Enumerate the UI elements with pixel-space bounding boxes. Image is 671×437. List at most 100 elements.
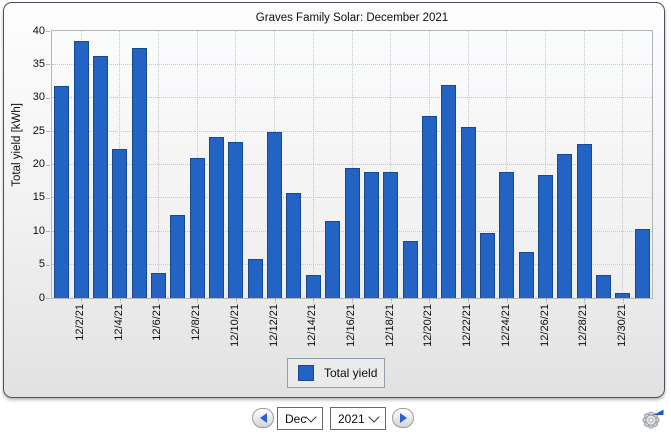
chart-title: Graves Family Solar: December 2021 (255, 12, 449, 24)
bar-12/4/21 (112, 149, 128, 298)
y-tick-label: 0 (38, 291, 45, 304)
bar-12/19/21 (402, 241, 418, 298)
x-tick-label: 12/14/21 (306, 304, 319, 347)
gridline-vertical (312, 31, 314, 298)
y-tick-label: 35 (32, 57, 45, 70)
next-month-button[interactable] (392, 408, 414, 428)
bar-12/14/21 (305, 275, 321, 298)
y-tick-label: 25 (32, 124, 45, 137)
chevron-down-icon (305, 410, 317, 423)
x-tick-mark (81, 299, 83, 303)
x-tick-mark (119, 299, 121, 303)
bar-12/25/21 (518, 252, 534, 298)
bar-12/22/21 (460, 127, 476, 298)
x-tick-mark (274, 299, 276, 303)
x-tick-label: 12/2/21 (74, 304, 87, 341)
x-tick-mark (584, 299, 586, 303)
x-tick-mark (197, 299, 199, 303)
bar-12/12/21 (267, 132, 283, 298)
gridline-vertical (622, 31, 624, 298)
x-tick-mark (158, 299, 160, 303)
x-tick-mark (468, 299, 470, 303)
y-tick-label: 40 (32, 24, 45, 37)
bar-12/9/21 (209, 137, 225, 298)
x-tick-label: 12/28/21 (577, 304, 590, 347)
arrow-left-icon (259, 413, 267, 423)
gridline-vertical (545, 31, 547, 298)
bar-12/15/21 (325, 221, 341, 298)
year-select-value: 2021 (338, 411, 365, 426)
gridline-vertical (351, 31, 353, 298)
y-tick-mark (46, 64, 50, 66)
bar-12/13/21 (286, 193, 302, 298)
x-tick-label: 12/6/21 (151, 304, 164, 341)
gridline-vertical (157, 31, 159, 298)
year-select[interactable]: 2021 (330, 407, 386, 430)
bar-12/16/21 (344, 168, 360, 298)
y-axis-title: Total yield [kWh] (11, 103, 23, 187)
previous-month-button[interactable] (252, 408, 274, 428)
y-tick-label: 10 (32, 224, 45, 237)
month-select[interactable]: Dec (277, 407, 323, 430)
legend-label: Total yield (324, 366, 378, 380)
x-tick-label: 12/16/21 (345, 304, 357, 347)
x-tick-mark (506, 299, 508, 303)
bar-12/21/21 (441, 85, 457, 298)
y-tick-mark (46, 31, 50, 32)
bar-12/24/21 (499, 172, 515, 298)
bar-12/20/21 (421, 116, 437, 298)
x-tick-label: 12/20/21 (422, 304, 435, 347)
x-tick-label: 12/24/21 (499, 304, 512, 347)
y-tick-mark (46, 264, 50, 266)
bar-12/28/21 (576, 144, 592, 298)
bar-12/8/21 (189, 158, 205, 298)
x-tick-mark (352, 299, 353, 303)
y-tick-mark (46, 298, 50, 299)
y-tick-mark (46, 131, 50, 133)
x-tick-mark (429, 299, 431, 303)
y-tick-mark (46, 231, 50, 233)
settings-gear-icon[interactable] (639, 406, 665, 432)
y-tick-label: 15 (32, 191, 45, 204)
y-tick-mark (46, 97, 50, 99)
x-tick-mark (545, 299, 547, 303)
bar-12/2/21 (73, 41, 89, 298)
x-tick-label: 12/10/21 (228, 304, 241, 347)
y-tick-mark (46, 197, 50, 199)
bar-12/30/21 (615, 293, 631, 298)
x-tick-label: 12/26/21 (538, 304, 551, 347)
bar-12/23/21 (479, 233, 495, 298)
x-tick-mark (390, 299, 392, 303)
chevron-down-icon (368, 410, 380, 423)
bar-12/1/21 (54, 86, 70, 298)
legend-swatch-total-yield (298, 365, 314, 381)
legend: Total yield (287, 358, 385, 388)
gridline-vertical (506, 31, 508, 298)
bar-12/6/21 (150, 273, 166, 298)
bar-12/27/21 (557, 154, 573, 298)
arrow-right-icon (399, 413, 407, 423)
bar-12/11/21 (247, 259, 263, 298)
chart-panel: Graves Family Solar: December 2021 Total… (3, 2, 665, 398)
y-tick-label: 20 (32, 158, 45, 170)
y-tick-mark (46, 164, 50, 166)
x-tick-label: 12/22/21 (461, 304, 474, 347)
bar-12/31/21 (634, 229, 650, 298)
bar-12/5/21 (131, 48, 147, 298)
bar-12/29/21 (596, 275, 612, 298)
x-tick-label: 12/4/21 (112, 304, 125, 341)
bar-12/3/21 (92, 56, 108, 298)
gridline-vertical (390, 31, 392, 298)
x-tick-mark (235, 299, 237, 303)
x-tick-label: 12/8/21 (190, 304, 203, 341)
x-tick-label: 12/30/21 (615, 304, 628, 347)
bar-12/18/21 (383, 172, 399, 298)
x-tick-mark (622, 299, 624, 303)
month-select-value: Dec (285, 411, 307, 426)
bar-12/10/21 (228, 142, 244, 298)
x-tick-mark (313, 299, 315, 303)
bar-12/26/21 (538, 175, 554, 298)
x-tick-label: 12/12/21 (267, 304, 280, 347)
y-tick-label: 30 (32, 91, 45, 104)
plot-area (51, 30, 653, 299)
